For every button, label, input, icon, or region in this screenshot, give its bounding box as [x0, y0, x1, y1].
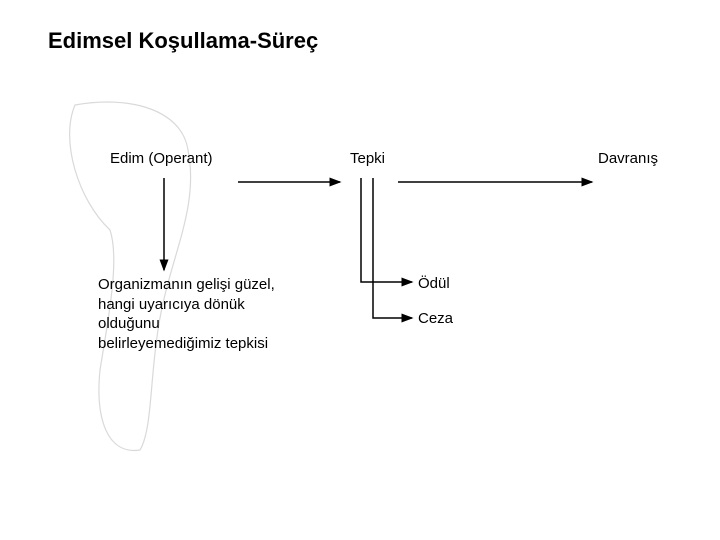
arrows-layer [0, 0, 720, 540]
node-odul: Ödül [418, 275, 450, 292]
arrow-tepki-ceza [373, 178, 412, 318]
node-organizma: Organizmanın gelişi güzel, hangi uyarıcı… [98, 275, 283, 353]
node-ceza: Ceza [418, 310, 453, 327]
node-tepki: Tepki [350, 150, 385, 167]
diagram-canvas: Edimsel Koşullama-Süreç Edim (Operant) T… [0, 0, 720, 540]
node-davranis: Davranış [598, 150, 658, 167]
node-edim: Edim (Operant) [110, 150, 213, 167]
diagram-title: Edimsel Koşullama-Süreç [48, 28, 318, 54]
background-shape [0, 0, 720, 540]
arrow-tepki-odul [361, 178, 412, 282]
